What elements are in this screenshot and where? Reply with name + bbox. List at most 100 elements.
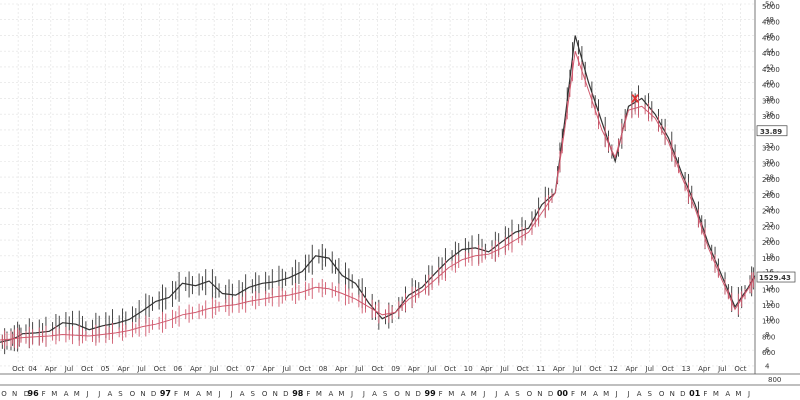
x-month-label: S <box>118 390 123 398</box>
y-tick-label: 26 <box>765 189 774 197</box>
x-month-label: O <box>262 390 268 398</box>
x-month-label: J <box>218 390 221 398</box>
y-tick-label-secondary: 2600 <box>762 192 780 200</box>
y-tick-label-secondary: 4000 <box>762 82 780 90</box>
x-tick-label-upper: Apr <box>626 365 638 373</box>
x-tick-label-upper: 07 <box>246 365 255 373</box>
x-year-label: 00 <box>557 389 569 398</box>
x-month-label: N <box>670 390 675 398</box>
y-tick-label: 32 <box>765 142 774 150</box>
y-tick-label: 20 <box>765 237 774 245</box>
y-tick-label: 48 <box>765 16 774 24</box>
y-tick-label-secondary: 3000 <box>762 160 780 168</box>
x-tick-label-upper: Apr <box>263 365 275 373</box>
x-month-label: N <box>537 390 542 398</box>
x-tick-label-upper: 04 <box>28 365 37 373</box>
x-year-label: 01 <box>689 389 701 398</box>
marker-x: X <box>631 92 640 105</box>
y-tick-label: 8 <box>765 331 769 339</box>
x-month-label: F <box>571 390 575 398</box>
y-tick-label: 28 <box>765 174 774 182</box>
x-month-label: J <box>482 390 485 398</box>
x-month-label: S <box>383 390 388 398</box>
x-month-label: M <box>206 390 212 398</box>
x-month-label: N <box>140 390 145 398</box>
x-month-label: M <box>74 390 80 398</box>
x-month-label: M <box>338 390 344 398</box>
x-axis: Oct 04 Apr Jul Oct 05 Apr Jul Oct 06 Apr Jul Oct 07 Ap… <box>0 365 800 398</box>
x-month-label: F <box>703 390 707 398</box>
x-tick-label-upper: 08 <box>319 365 328 373</box>
x-tick-label-upper: Apr <box>335 365 347 373</box>
x-month-label: D <box>24 390 29 398</box>
x-tick-label-upper: Oct <box>154 365 166 373</box>
x-tick-label-upper: Jul <box>427 365 437 373</box>
x-month-label: M <box>735 390 741 398</box>
x-month-label: O <box>659 390 665 398</box>
y-tick-label-secondary: 1400 <box>762 286 780 294</box>
x-year-label: 96 <box>28 389 40 398</box>
x-tick-label-upper: 11 <box>536 365 545 373</box>
x-tick-label-upper: Jul <box>209 365 219 373</box>
y-tick-label: 14 <box>765 284 774 292</box>
x-month-label: F <box>306 390 310 398</box>
x-tick-label-upper: Oct <box>662 365 674 373</box>
x-tick-label-upper: Oct <box>226 365 238 373</box>
x-tick-label-upper: Apr <box>480 365 492 373</box>
x-tick-label-upper: Oct <box>734 365 746 373</box>
y-tick-label-secondary: 2000 <box>762 239 780 247</box>
y-tick-label: 10 <box>765 315 774 323</box>
x-tick-label-upper: Jul <box>499 365 509 373</box>
series-group <box>0 35 756 355</box>
y-tick-label: 42 <box>765 63 774 71</box>
y-tick-label-secondary: 1000 <box>762 318 780 326</box>
y-tick-label: 50 <box>765 1 774 9</box>
x-tick-label-upper: Apr <box>45 365 57 373</box>
x-month-label: J <box>85 390 88 398</box>
y-tick-label: 38 <box>765 95 774 103</box>
x-month-label: J <box>362 390 365 398</box>
x-month-label: D <box>283 390 288 398</box>
y-bottom-label: 800 <box>768 376 781 384</box>
x-tick-label-upper: 06 <box>173 365 182 373</box>
x-tick-label-upper: Jul <box>64 365 74 373</box>
x-tick-label-upper: Apr <box>117 365 129 373</box>
y-tick-label-secondary: 2400 <box>762 208 780 216</box>
y-tick-label-secondary: 2800 <box>762 176 780 184</box>
x-month-label: D <box>415 390 420 398</box>
x-month-label: O <box>130 390 136 398</box>
y-tick-label: 22 <box>765 221 774 229</box>
x-month-label: D <box>151 390 156 398</box>
y-tick-label-secondary: 1200 <box>762 302 780 310</box>
x-month-label: M <box>51 390 57 398</box>
x-month-label: N <box>273 390 278 398</box>
x-month-label: A <box>328 390 333 398</box>
x-tick-label-upper: Oct <box>299 365 311 373</box>
x-tick-label-upper: 12 <box>609 365 618 373</box>
y-tick-label: 46 <box>765 32 774 40</box>
y-tick-label-secondary: 4400 <box>762 50 780 58</box>
x-month-label: A <box>372 390 377 398</box>
x-tick-label-upper: Apr <box>698 365 710 373</box>
value-flag-secondary-label: 1529.43 <box>759 274 791 282</box>
x-month-label: J <box>350 390 353 398</box>
x-month-label: A <box>637 390 642 398</box>
y-tick-label-secondary: 4800 <box>762 19 780 27</box>
x-tick-label-upper: Oct <box>517 365 529 373</box>
y-tick-label-secondary: 4200 <box>762 66 780 74</box>
y-axis: 5048464442403836343230282624222018161412… <box>754 0 796 384</box>
y-tick-label: 40 <box>765 79 774 87</box>
x-tick-label-upper: Oct <box>589 365 601 373</box>
x-tick-label-upper: Oct <box>444 365 456 373</box>
x-month-label: F <box>42 390 46 398</box>
x-month-label: J <box>747 390 750 398</box>
x-month-label: S <box>648 390 653 398</box>
x-month-label: O <box>394 390 400 398</box>
y-tick-label-secondary: 5000 <box>762 3 780 11</box>
marker-group: X <box>631 92 640 105</box>
x-month-label: O <box>527 390 533 398</box>
x-tick-label-upper: 10 <box>464 365 473 373</box>
x-tick-label-upper: Jul <box>645 365 655 373</box>
x-tick-label-upper: 05 <box>101 365 110 373</box>
